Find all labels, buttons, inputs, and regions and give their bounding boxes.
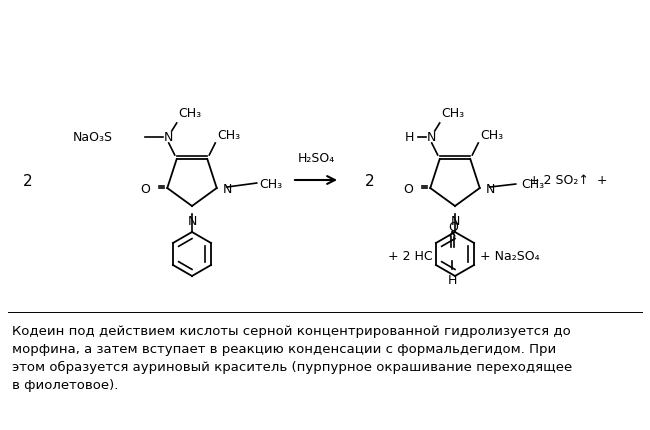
Text: Кодеин под действием кислоты серной концентрированной гидролизуется до: Кодеин под действием кислоты серной конц… — [12, 324, 571, 337]
Text: O: O — [448, 221, 458, 233]
Text: O: O — [404, 182, 413, 195]
Text: + Na₂SO₄: + Na₂SO₄ — [480, 249, 540, 262]
Text: CH₃: CH₃ — [260, 177, 283, 190]
Text: N: N — [187, 215, 197, 227]
Text: CH₃: CH₃ — [179, 107, 202, 120]
Text: O: O — [140, 182, 150, 195]
Text: 2: 2 — [365, 173, 375, 188]
Text: N: N — [427, 131, 436, 144]
Text: N: N — [164, 131, 174, 144]
Text: N: N — [450, 215, 460, 227]
Text: + 2 HC: + 2 HC — [388, 249, 433, 262]
Text: H: H — [404, 131, 413, 144]
Text: CH₃: CH₃ — [442, 107, 465, 120]
Text: морфина, а затем вступает в реакцию конденсации с формальдегидом. При: морфина, а затем вступает в реакцию конд… — [12, 342, 556, 355]
Text: CH₃: CH₃ — [480, 129, 503, 141]
Text: CH₃: CH₃ — [522, 177, 545, 190]
Text: + 2 SO₂↑  +: + 2 SO₂↑ + — [528, 174, 607, 187]
Text: NaO₃S: NaO₃S — [73, 131, 112, 144]
Text: H: H — [447, 273, 457, 286]
Text: H₂SO₄: H₂SO₄ — [298, 152, 335, 165]
Text: 2: 2 — [23, 173, 32, 188]
Text: этом образуется ауриновый краситель (пурпурное окрашивание переходящее: этом образуется ауриновый краситель (пур… — [12, 360, 572, 373]
Text: N: N — [223, 182, 232, 195]
Text: CH₃: CH₃ — [217, 129, 240, 141]
Text: N: N — [486, 182, 495, 195]
Text: в фиолетовое).: в фиолетовое). — [12, 378, 118, 391]
